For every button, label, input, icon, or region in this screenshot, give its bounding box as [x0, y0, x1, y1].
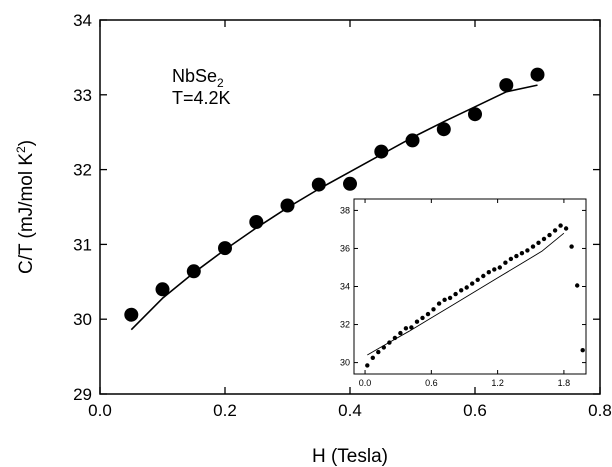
main-fit-line — [130, 84, 538, 331]
inset-data-point — [497, 265, 502, 270]
inset-data-point — [376, 349, 381, 355]
inset-data-point — [409, 325, 414, 330]
inset-data-point — [414, 319, 420, 324]
inset-x-tick-label: 0.6 — [425, 378, 438, 388]
main-y-tick-label: 29 — [73, 385, 92, 404]
inset-background — [354, 199, 586, 374]
main-data-point — [343, 176, 357, 191]
inset-data-point — [563, 226, 569, 231]
y-axis-label: C/T (mJ/mol K2) — [14, 140, 37, 274]
main-y-tick-label: 34 — [73, 11, 92, 30]
inset-axis-ticks: 0.0 0.6 1.2 1.8 30 32 34 36 38 — [340, 199, 586, 388]
y-axis-label-main: C/T (mJ/mol K — [16, 153, 37, 274]
inset-data-point — [425, 311, 431, 317]
main-data-point — [124, 307, 139, 322]
main-data-point — [374, 144, 389, 159]
main-data-point — [405, 133, 420, 148]
inset-data-point — [420, 315, 425, 321]
main-data-point — [530, 67, 545, 82]
main-y-tick-label: 32 — [73, 161, 92, 180]
inset-data-point — [541, 236, 547, 242]
main-data-point — [155, 282, 170, 297]
inset-data-point — [431, 307, 436, 312]
inset-data-point — [530, 244, 536, 249]
inset-y-tick-label: 30 — [340, 358, 350, 368]
main-x-tick-label: 0.4 — [338, 401, 362, 420]
inset-x-tick-label: 0.0 — [359, 378, 372, 388]
inset-y-tick-label: 34 — [340, 282, 350, 292]
inset-data-point — [470, 281, 475, 286]
annotation-material-main: NbSe — [172, 66, 217, 86]
inset-data-point — [403, 326, 409, 331]
main-data-point — [436, 122, 451, 137]
inset-data-point — [525, 248, 530, 253]
inset-data-point — [536, 240, 541, 245]
main-data-marks — [124, 67, 545, 331]
inset-data-point — [464, 285, 469, 290]
inset-fit-line — [367, 232, 565, 356]
inset-data-point — [442, 297, 447, 302]
inset-data-point — [503, 260, 508, 265]
main-x-tick-label: 0.2 — [213, 401, 237, 420]
inset-data-point — [453, 291, 458, 297]
main-data-point — [249, 215, 264, 229]
annotation-material-sub: 2 — [217, 76, 224, 90]
main-x-tick-label: 0.6 — [463, 401, 487, 420]
main-data-point — [311, 177, 326, 192]
inset-data-point — [486, 270, 491, 275]
inset-data-marks — [365, 223, 585, 368]
inset-data-point — [575, 283, 580, 288]
inset-x-tick-label: 1.2 — [491, 378, 504, 388]
inset-y-tick-label: 36 — [340, 243, 350, 253]
inset-data-point — [514, 253, 519, 259]
inset-x-tick-label: 1.8 — [558, 378, 571, 388]
inset-data-point — [519, 251, 525, 256]
main-x-tick-label: 0.0 — [88, 401, 112, 420]
inset-data-point — [481, 273, 486, 279]
inset-data-point — [436, 301, 442, 306]
main-data-point — [499, 78, 514, 93]
main-data-point — [468, 107, 482, 122]
inset-data-point — [475, 277, 480, 282]
main-x-tick-label: 0.8 — [588, 401, 612, 420]
main-y-tick-label: 30 — [73, 310, 92, 329]
inset-data-point — [492, 267, 497, 272]
inset-data-point — [569, 244, 574, 249]
main-data-point — [280, 198, 295, 213]
inset-y-tick-label: 32 — [340, 320, 350, 330]
y-axis-label-sup: 2 — [14, 146, 28, 153]
main-y-tick-label: 33 — [73, 86, 92, 105]
annotation-material: NbSe2 — [172, 66, 224, 90]
inset-data-point — [508, 256, 514, 262]
inset-data-point — [459, 288, 464, 293]
main-axis-ticks: 0.0 0.2 0.4 0.6 0.8 29 30 31 32 33 34 — [73, 11, 612, 420]
inset-data-point — [370, 355, 375, 360]
inset-data-point — [547, 232, 552, 238]
inset-data-point — [580, 348, 585, 353]
annotation-temperature: T=4.2K — [172, 88, 231, 108]
inset-data-point — [365, 363, 370, 368]
main-y-tick-label: 31 — [73, 235, 92, 254]
inset-data-point — [552, 228, 558, 233]
x-axis-label: H (Tesla) — [312, 446, 388, 467]
inset-data-point — [447, 295, 453, 301]
inset-y-tick-label: 38 — [340, 205, 350, 215]
y-axis-label-close: ) — [16, 140, 37, 146]
inset-data-point — [398, 330, 403, 336]
inset-data-point — [558, 223, 563, 228]
